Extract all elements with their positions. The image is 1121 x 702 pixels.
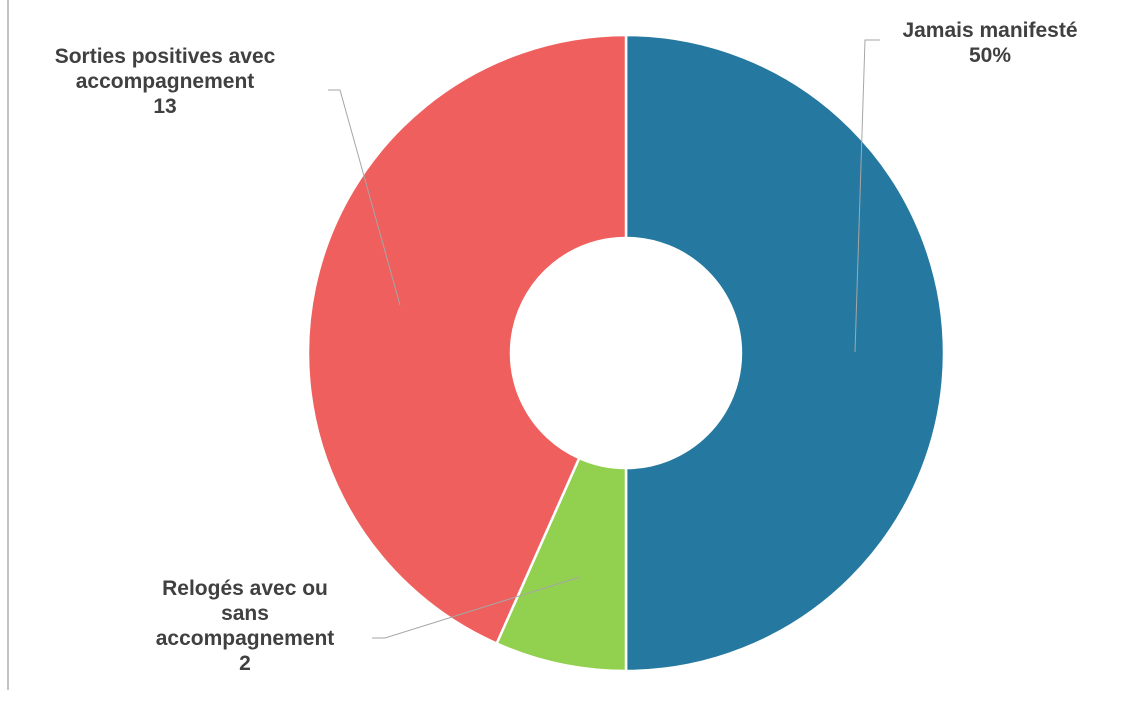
slice-label: Jamais manifesté 50% xyxy=(870,18,1110,68)
category-label: Jamais manifesté xyxy=(902,19,1078,42)
slice-label: Relogés avec ou sans accompagnement 2 xyxy=(150,576,340,676)
donut-slice xyxy=(306,33,628,646)
leader-line xyxy=(854,39,880,353)
leader-line xyxy=(372,576,581,639)
slice-label: Sorties positives avec accompagnement 13 xyxy=(10,44,320,119)
value-label: 50% xyxy=(968,44,1012,67)
slices xyxy=(306,33,946,673)
category-label: Relogés avec ou sans accompagnement xyxy=(155,577,335,650)
value-label: 13 xyxy=(153,95,177,118)
donut-slice xyxy=(624,33,946,673)
category-label: Sorties positives avec accompagnement xyxy=(54,45,276,93)
value-label: 2 xyxy=(239,652,251,675)
leader-line xyxy=(328,89,401,306)
